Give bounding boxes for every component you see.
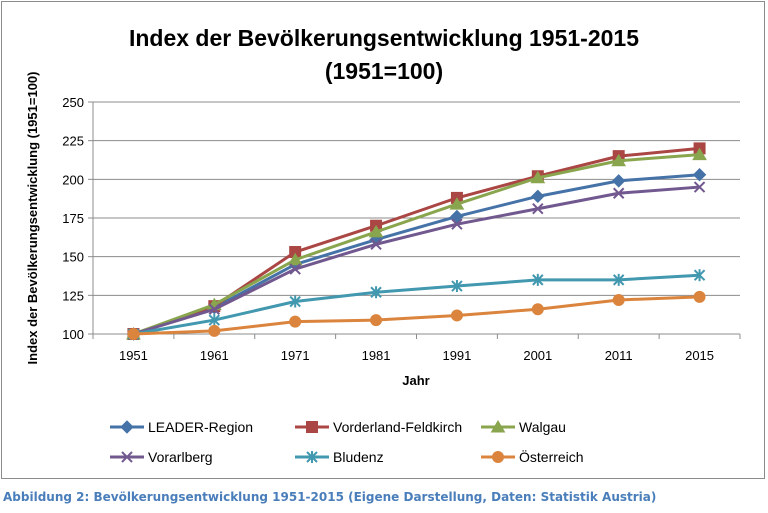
x-tick-label: 1991 bbox=[442, 348, 471, 363]
legend-marker bbox=[306, 451, 318, 463]
x-tick-label: 1981 bbox=[362, 348, 391, 363]
x-tick-label: 1961 bbox=[200, 348, 229, 363]
chart-title-line2: (1951=100) bbox=[324, 58, 444, 84]
data-point bbox=[208, 303, 221, 315]
marker-stroke bbox=[208, 303, 221, 315]
data-point bbox=[368, 224, 384, 238]
y-tick-label: 100 bbox=[62, 327, 84, 342]
data-point bbox=[450, 209, 464, 224]
x-tick-label: 2001 bbox=[523, 348, 552, 363]
legend-label: Bludenz bbox=[333, 449, 384, 465]
chart-title: Index der Bevölkerungsentwicklung 1951-2… bbox=[2, 22, 766, 88]
y-axis-label: Index der Bevölkerungsentwicklung (1951=… bbox=[25, 72, 40, 365]
data-point bbox=[532, 203, 544, 215]
legend-label: LEADER-Region bbox=[148, 419, 253, 435]
data-point bbox=[530, 170, 546, 184]
data-point bbox=[531, 303, 544, 316]
y-tick-label: 200 bbox=[62, 172, 84, 187]
legend-marker bbox=[121, 451, 133, 463]
x-tick-label: 1971 bbox=[281, 348, 310, 363]
marker-stroke bbox=[121, 451, 133, 463]
series-5 bbox=[127, 269, 706, 340]
legend-item: Vorderland-Feldkirch bbox=[295, 419, 462, 435]
x-tick-label: 1951 bbox=[119, 348, 148, 363]
data-point bbox=[693, 181, 706, 193]
data-point bbox=[692, 147, 707, 161]
data-point bbox=[289, 295, 301, 308]
legend-label: Vorderland-Feldkirch bbox=[333, 419, 462, 435]
series-6 bbox=[127, 290, 706, 340]
data-point bbox=[612, 187, 625, 199]
data-point bbox=[693, 290, 706, 303]
data-point bbox=[287, 252, 303, 266]
marker-stroke bbox=[451, 218, 463, 230]
y-tick-label: 150 bbox=[62, 250, 84, 265]
series-line bbox=[132, 185, 700, 336]
data-point bbox=[693, 269, 706, 282]
x-axis-label: Jahr bbox=[402, 373, 429, 388]
data-point bbox=[208, 324, 221, 337]
data-point bbox=[370, 314, 383, 327]
marker-stroke bbox=[612, 187, 625, 199]
data-point bbox=[127, 328, 140, 340]
legend-item: Bludenz bbox=[295, 449, 384, 465]
data-point bbox=[611, 153, 627, 167]
axes bbox=[88, 101, 741, 339]
x-tick-labels: 1951 1961 1971 1981 1991 2001 2011 2015 bbox=[119, 348, 714, 363]
data-point bbox=[532, 273, 544, 286]
marker-stroke bbox=[532, 203, 544, 215]
legend-marker bbox=[490, 420, 506, 433]
legend-label: Walgau bbox=[519, 419, 566, 435]
data-point bbox=[692, 167, 707, 182]
legend-marker bbox=[492, 451, 504, 463]
y-tick-label: 225 bbox=[62, 134, 84, 149]
legend-marker bbox=[306, 421, 318, 433]
data-point bbox=[289, 315, 302, 328]
chart-title-line1: Index der Bevölkerungsentwicklung 1951-2… bbox=[128, 25, 640, 51]
series-4 bbox=[127, 181, 706, 340]
data-point bbox=[612, 273, 625, 286]
chart-frame: Index der Bevölkerungsentwicklung 1951-2… bbox=[1, 1, 765, 479]
legend-item: Vorarlberg bbox=[110, 449, 213, 465]
legend-item: LEADER-Region bbox=[110, 419, 253, 435]
data-point bbox=[611, 174, 626, 188]
data-point bbox=[531, 189, 545, 204]
data-point bbox=[451, 280, 463, 293]
series-line bbox=[132, 153, 700, 336]
legend-label: Österreich bbox=[519, 448, 584, 465]
marker-stroke bbox=[289, 263, 301, 275]
legend-label: Vorarlberg bbox=[148, 449, 213, 465]
data-point bbox=[289, 263, 301, 275]
data-point bbox=[370, 238, 382, 251]
legend-item: Walgau bbox=[481, 419, 566, 435]
data-point bbox=[451, 218, 463, 230]
series-line bbox=[133, 295, 700, 336]
y-tick-label: 250 bbox=[62, 95, 84, 110]
legend-item: Österreich bbox=[481, 448, 584, 465]
series-group bbox=[126, 142, 707, 341]
legend-marker bbox=[120, 420, 134, 434]
marker-stroke bbox=[693, 181, 706, 193]
gridlines bbox=[93, 101, 740, 296]
y-tick-labels: 100 125 150 175 200 225 250 bbox=[62, 95, 84, 342]
data-point bbox=[370, 286, 382, 299]
series-line bbox=[132, 173, 700, 336]
series-line bbox=[133, 273, 700, 336]
x-tick-label: 2015 bbox=[685, 348, 714, 363]
y-tick-label: 125 bbox=[62, 288, 84, 303]
data-point bbox=[612, 293, 625, 306]
legend: LEADER-Region Vorderland-Feldkirch Walgau V… bbox=[110, 419, 584, 465]
data-point bbox=[208, 314, 221, 327]
marker-stroke bbox=[370, 238, 382, 251]
y-tick-label: 175 bbox=[62, 211, 84, 226]
data-point bbox=[449, 197, 465, 210]
data-point bbox=[450, 309, 463, 322]
x-tick-label: 2011 bbox=[605, 348, 633, 363]
figure-caption: Abbildung 2: Bevölkerungsentwicklung 195… bbox=[3, 490, 657, 504]
